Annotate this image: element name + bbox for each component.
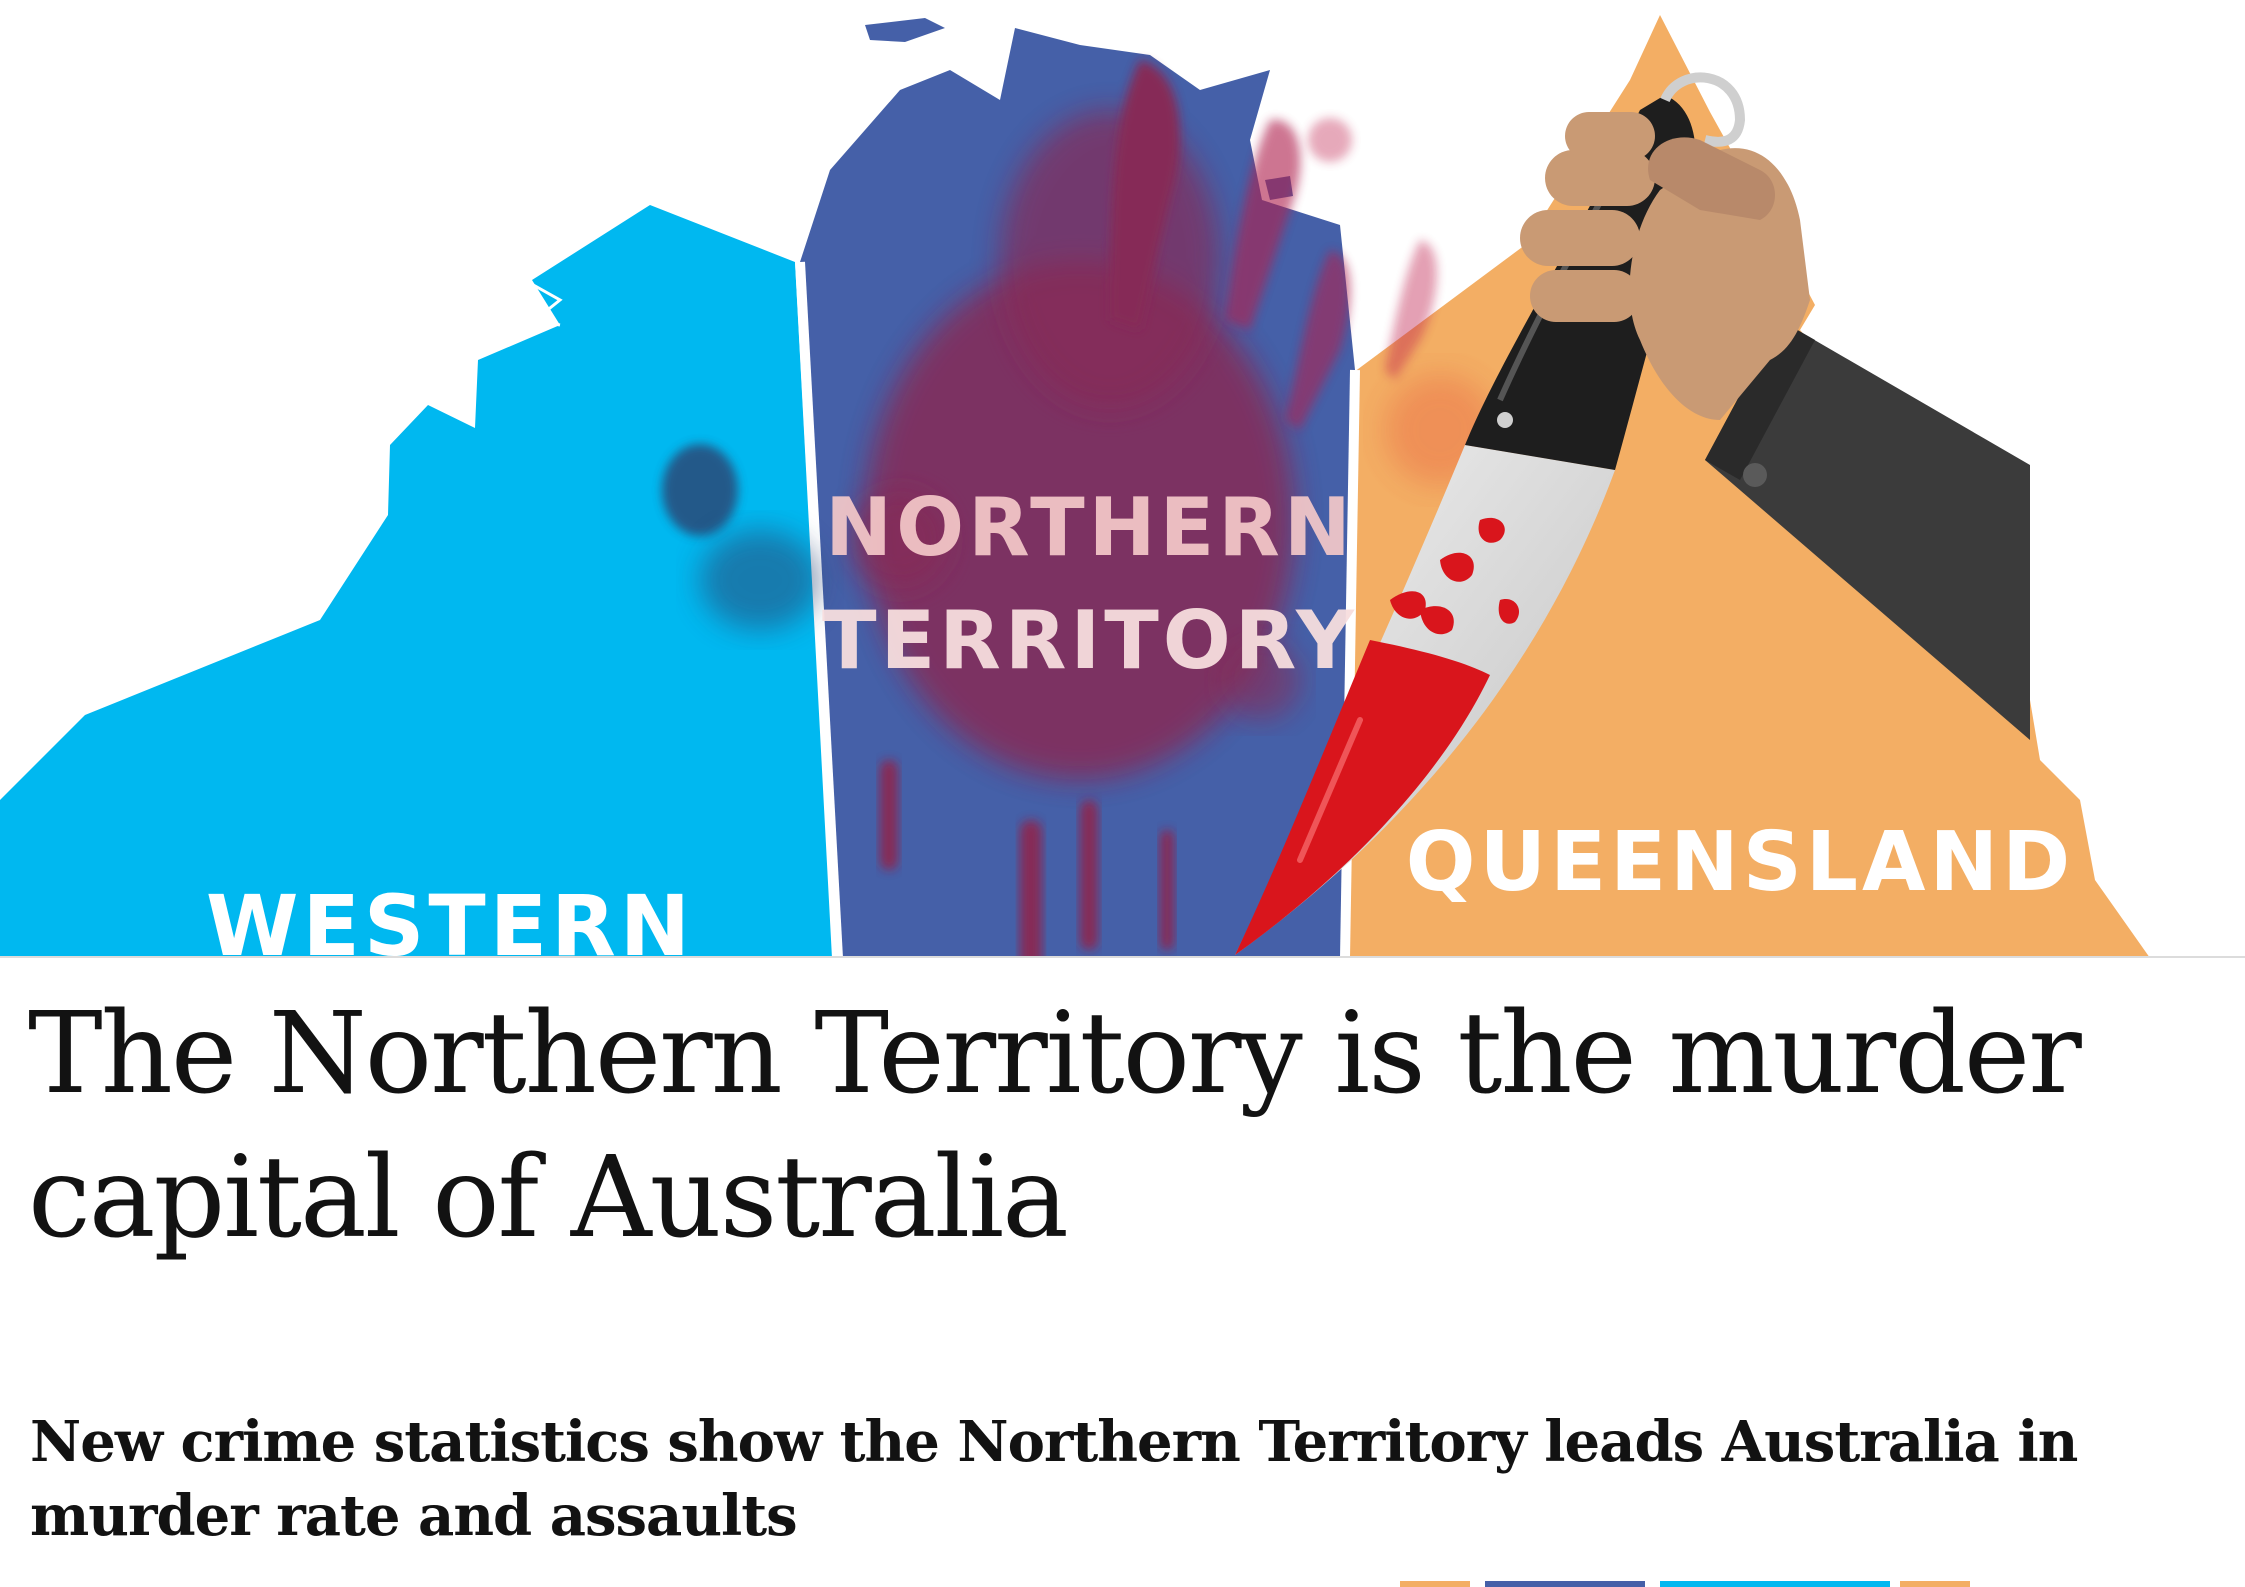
hero-illustration: WESTERN NORTHERN TERRITORY QUEENSLAND	[0, 15, 2150, 958]
northern-territory-island	[865, 18, 945, 42]
bottom-strip-segment	[1400, 1581, 1470, 1587]
bottom-strip-segment	[1660, 1581, 1890, 1587]
hand-icon	[1520, 112, 2030, 740]
queensland-label: QUEENSLAND	[1406, 815, 2074, 910]
northern-territory-label-line1: NORTHERN	[825, 481, 1355, 574]
northern-territory-label-line2: TERRITORY	[822, 594, 1358, 687]
bottom-strip-segment	[1900, 1581, 1970, 1587]
western-australia-coast	[527, 280, 563, 327]
western-australia-region	[0, 205, 832, 958]
blood-splatter-icon	[850, 60, 1495, 958]
bottom-strip-segment	[1485, 1581, 1645, 1587]
smudge-mark	[662, 444, 820, 630]
australia-map-illustration: WESTERN NORTHERN TERRITORY QUEENSLAND	[0, 15, 2150, 958]
hero-divider	[0, 956, 2245, 958]
border-wa-nt	[795, 261, 843, 958]
article-standfirst: New crime statistics show the Northern T…	[30, 1409, 2078, 1549]
western-australia-label: WESTERN	[206, 877, 694, 958]
article-headline: The Northern Territory is the murder cap…	[28, 989, 2082, 1263]
